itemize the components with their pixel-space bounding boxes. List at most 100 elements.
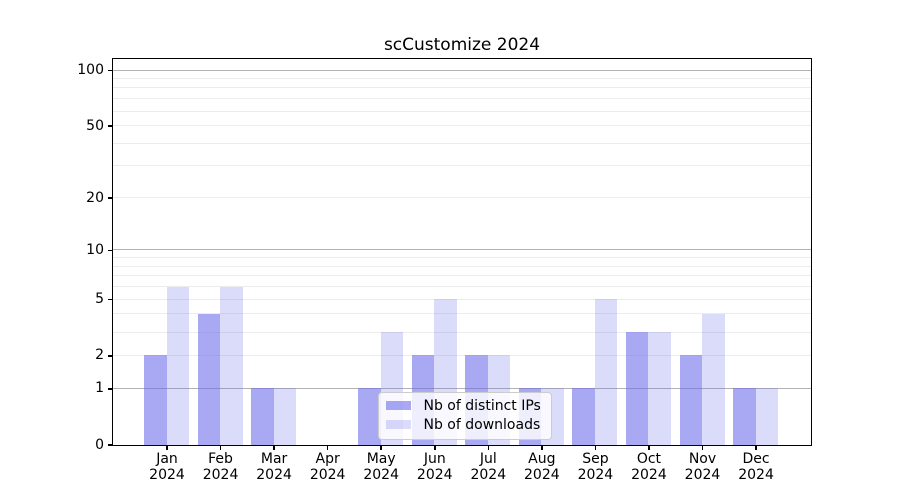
gridline-minor-9 (112, 257, 811, 259)
gridline-minor-50 (112, 125, 811, 127)
gridline-minor-8 (112, 265, 811, 267)
bar-distinct-ips-dec (733, 388, 756, 445)
y-tick-0 (108, 444, 113, 446)
x-tick-label-jul: Jul 2024 (456, 451, 520, 483)
gridline-minor-40 (112, 142, 811, 144)
x-tick-month-text: Oct (636, 451, 662, 467)
x-tick-year-text: 2024 (416, 466, 453, 483)
x-tick-label-feb: Feb 2024 (189, 451, 253, 483)
x-tick-oct (648, 445, 650, 450)
gridline-minor-6 (112, 286, 811, 288)
x-tick-may (380, 445, 382, 450)
x-tick-year-text: 2024 (256, 466, 292, 483)
x-tick-label-apr: Apr 2024 (296, 451, 360, 483)
bar-downloads-mar (273, 388, 297, 445)
gridline-major-10 (112, 249, 811, 251)
y-tick-100 (108, 69, 113, 72)
plot-area: Nb of distinct IPs Nb of downloads (111, 57, 812, 446)
x-tick-month-text: Jul (479, 451, 497, 467)
y-tick-label-20: 20 (86, 189, 104, 206)
x-tick-label-jan: Jan 2024 (135, 451, 199, 483)
bar-distinct-ips-oct (625, 332, 649, 445)
bar-downloads-oct (648, 332, 671, 445)
y-tick-50 (108, 125, 113, 127)
x-tick-label-may: May 2024 (349, 451, 413, 483)
x-tick-year-text: 2024 (684, 466, 721, 483)
y-tick-label-0: 0 (95, 436, 104, 453)
x-tick-month-text: Jan (156, 451, 178, 467)
x-tick-label-dec: Dec 2024 (724, 451, 788, 483)
legend: Nb of distinct IPs Nb of downloads (377, 391, 552, 440)
y-tick-label-5: 5 (95, 291, 104, 308)
x-tick-jan (166, 445, 168, 450)
gridline-minor-7 (112, 275, 811, 277)
x-tick-sep (594, 445, 597, 450)
bar-distinct-ips-nov (679, 355, 702, 445)
x-tick-label-aug: Aug 2024 (510, 451, 574, 483)
gridline-minor-60 (112, 110, 811, 112)
x-tick-year-text: 2024 (470, 466, 507, 483)
legend-swatch-distinct-ips (385, 401, 411, 410)
x-tick-year-text: 2024 (577, 466, 614, 483)
legend-label-distinct-ips: Nb of distinct IPs (423, 397, 541, 414)
gridline-minor-3 (112, 331, 811, 333)
x-tick-month-text: Jun (423, 451, 446, 467)
chart-title: scCustomize 2024 (383, 35, 541, 55)
x-tick-year-text: 2024 (363, 466, 399, 483)
y-tick-20 (108, 197, 113, 199)
legend-swatch-downloads (385, 420, 411, 429)
legend-item-downloads: Nb of downloads (385, 416, 541, 433)
x-tick-label-mar: Mar 2024 (242, 451, 306, 483)
x-tick-jun (434, 445, 436, 450)
gridline-minor-70 (112, 98, 811, 100)
y-tick-label-2: 2 (95, 347, 104, 364)
bar-distinct-ips-mar (251, 388, 274, 445)
x-tick-month-text: Sep (582, 451, 609, 467)
x-tick-month-text: Apr (315, 451, 340, 467)
bar-downloads-nov (702, 313, 725, 445)
y-tick-label-1: 1 (95, 380, 104, 397)
x-tick-year-text: 2024 (309, 466, 346, 483)
y-tick-5 (108, 298, 113, 301)
x-tick-month-text: May (366, 451, 396, 467)
gridline-minor-4 (112, 313, 811, 315)
gridline-minor-5 (112, 298, 811, 300)
gridline-minor-20 (112, 197, 811, 198)
y-tick-label-50: 50 (86, 117, 104, 134)
y-tick-10 (108, 249, 113, 252)
x-tick-year-text: 2024 (631, 466, 667, 483)
x-tick-aug (541, 445, 543, 450)
bar-distinct-ips-sep (572, 388, 595, 445)
x-tick-dec (755, 445, 757, 450)
bar-distinct-ips-may (358, 388, 381, 445)
y-tick-2 (108, 355, 113, 357)
legend-item-distinct-ips: Nb of distinct IPs (385, 397, 541, 414)
x-tick-label-jun: Jun 2024 (403, 451, 467, 483)
bar-downloads-feb (220, 286, 243, 445)
y-tick-label-100: 100 (77, 62, 104, 79)
bar-distinct-ips-feb (197, 313, 221, 445)
bar-downloads-dec (755, 388, 779, 445)
x-tick-month-text: Dec (742, 451, 770, 467)
x-tick-year-text: 2024 (738, 466, 774, 483)
x-tick-month-text: Nov (688, 451, 717, 467)
x-tick-label-nov: Nov 2024 (671, 451, 735, 483)
gridline-minor-30 (112, 165, 811, 167)
x-tick-year-text: 2024 (149, 466, 185, 483)
x-tick-label-sep: Sep 2024 (563, 451, 627, 483)
x-tick-feb (219, 445, 222, 450)
legend-label-downloads: Nb of downloads (423, 416, 541, 433)
x-tick-month-text: Mar (260, 451, 288, 467)
x-tick-apr (326, 445, 329, 450)
gridline-minor-2 (112, 354, 811, 356)
bar-downloads-jan (166, 286, 189, 445)
x-tick-month-text: Feb (208, 451, 233, 467)
gridline-major-1 (112, 387, 811, 389)
y-tick-label-10: 10 (86, 241, 104, 258)
gridline-major-100 (112, 69, 811, 71)
bar-distinct-ips-jan (144, 355, 167, 445)
gridline-minor-90 (112, 78, 811, 80)
x-tick-month-text: Aug (528, 451, 556, 467)
x-tick-nov (701, 445, 704, 450)
